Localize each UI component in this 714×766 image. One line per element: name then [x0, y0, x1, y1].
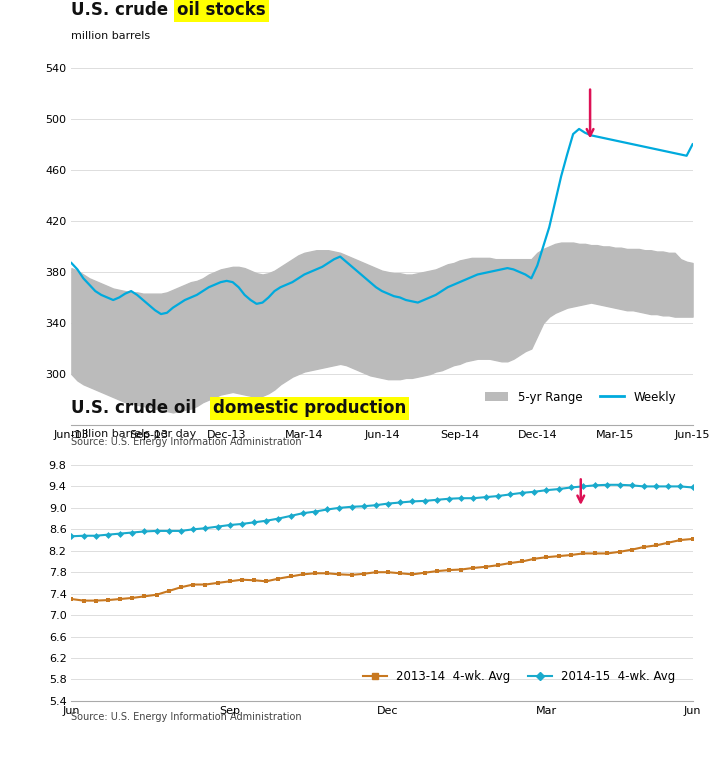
Text: Source: U.S. Energy Information Administration: Source: U.S. Energy Information Administ…: [71, 712, 302, 722]
Text: million barrels: million barrels: [71, 31, 151, 41]
Text: oil stocks: oil stocks: [177, 2, 266, 19]
Text: U.S. crude: U.S. crude: [71, 2, 174, 19]
Text: U.S. crude oil: U.S. crude oil: [71, 400, 203, 417]
Legend: 2013-14  4-wk. Avg, 2014-15  4-wk. Avg: 2013-14 4-wk. Avg, 2014-15 4-wk. Avg: [358, 666, 680, 688]
Legend: 5-yr Range, Weekly: 5-yr Range, Weekly: [480, 386, 680, 408]
Text: Source: U.S. Energy Information Administration: Source: U.S. Energy Information Administ…: [71, 437, 302, 447]
Text: million barrels per day: million barrels per day: [71, 429, 196, 439]
Text: domestic production: domestic production: [213, 400, 406, 417]
